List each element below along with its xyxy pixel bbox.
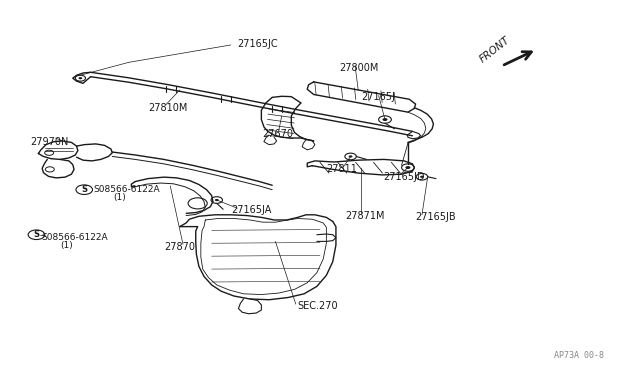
Circle shape <box>416 173 428 180</box>
Circle shape <box>188 198 207 209</box>
Circle shape <box>379 116 392 123</box>
Text: AP73A 00-8: AP73A 00-8 <box>554 351 604 360</box>
Text: S: S <box>33 230 40 239</box>
Text: 27811: 27811 <box>326 164 357 174</box>
Circle shape <box>45 150 54 155</box>
Circle shape <box>405 166 410 169</box>
Text: (1): (1) <box>113 193 125 202</box>
Text: SEC.270: SEC.270 <box>298 301 339 311</box>
Text: 27165JC: 27165JC <box>237 39 278 49</box>
Text: S08566-6122A: S08566-6122A <box>94 185 161 194</box>
Circle shape <box>215 199 219 201</box>
Text: 27165JB: 27165JB <box>415 212 456 222</box>
Circle shape <box>76 75 86 81</box>
Circle shape <box>349 155 353 158</box>
Text: 27165J: 27165J <box>362 92 396 102</box>
Circle shape <box>211 197 223 203</box>
Circle shape <box>345 153 356 160</box>
Text: S08566-6122A: S08566-6122A <box>41 233 108 242</box>
Text: 27970N: 27970N <box>30 137 68 147</box>
Text: 27670: 27670 <box>262 129 294 139</box>
Circle shape <box>401 164 414 171</box>
Circle shape <box>45 167 54 172</box>
Text: 27810M: 27810M <box>148 103 188 113</box>
Text: 27165JD: 27165JD <box>384 172 425 182</box>
Circle shape <box>420 176 424 178</box>
Text: 27165JA: 27165JA <box>231 205 271 215</box>
Text: FRONT: FRONT <box>478 35 512 64</box>
Circle shape <box>79 77 83 79</box>
Text: 27800M: 27800M <box>339 63 378 73</box>
Circle shape <box>383 118 388 121</box>
Text: S: S <box>81 185 87 194</box>
Text: 27870: 27870 <box>164 242 195 252</box>
Text: 27871M: 27871M <box>346 211 385 221</box>
Text: (1): (1) <box>61 241 74 250</box>
